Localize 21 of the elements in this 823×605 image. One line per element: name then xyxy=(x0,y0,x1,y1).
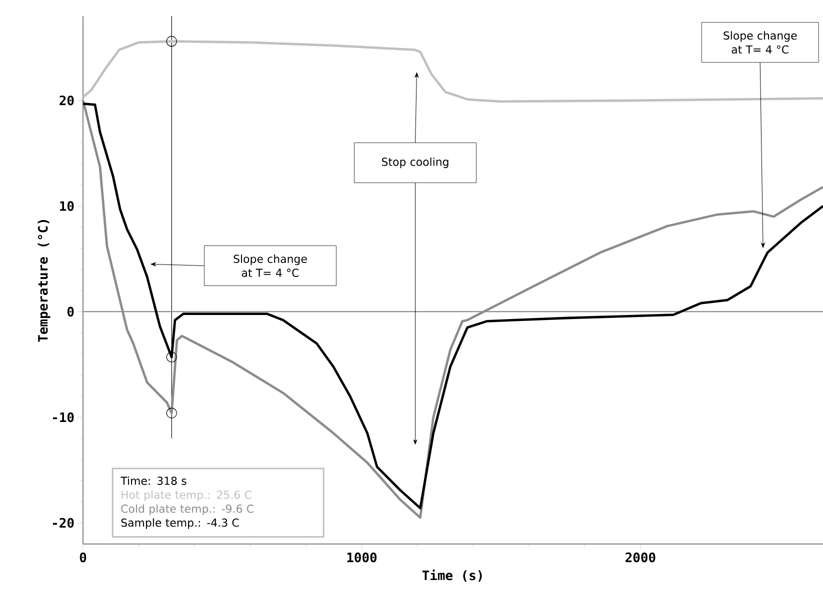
annotation: Hot plate temp.: 25.6 C xyxy=(122,490,252,502)
y-tick-label: 20 xyxy=(60,96,74,106)
y-tick-label: 10 xyxy=(60,201,74,211)
line-series xyxy=(82,40,823,103)
point xyxy=(166,408,177,418)
annotation: Time: 318 s xyxy=(120,476,186,485)
y-tick-label: -20 xyxy=(53,518,74,528)
y-tick-label: 0 xyxy=(67,306,74,317)
point xyxy=(166,352,177,362)
annotation: Cold plate temp.: -9.6 C xyxy=(121,504,254,515)
annotation: Slope change at T= 4 °C xyxy=(234,254,307,277)
y-axis-title: Temperature (°C) xyxy=(38,220,50,342)
annotation: Stop cooling xyxy=(382,157,448,168)
y-tick-label: -10 xyxy=(53,412,74,422)
point xyxy=(166,36,177,47)
annotation: Sample temp.: -4.3 C xyxy=(121,518,239,529)
annotation: Slope change at T= 4 °C xyxy=(724,31,797,54)
x-tick-label: 2000 xyxy=(626,552,656,562)
x-tick-label: 1000 xyxy=(347,552,377,562)
x-tick-label: 0 xyxy=(80,552,86,562)
x-axis-title: Time (s) xyxy=(422,570,482,582)
